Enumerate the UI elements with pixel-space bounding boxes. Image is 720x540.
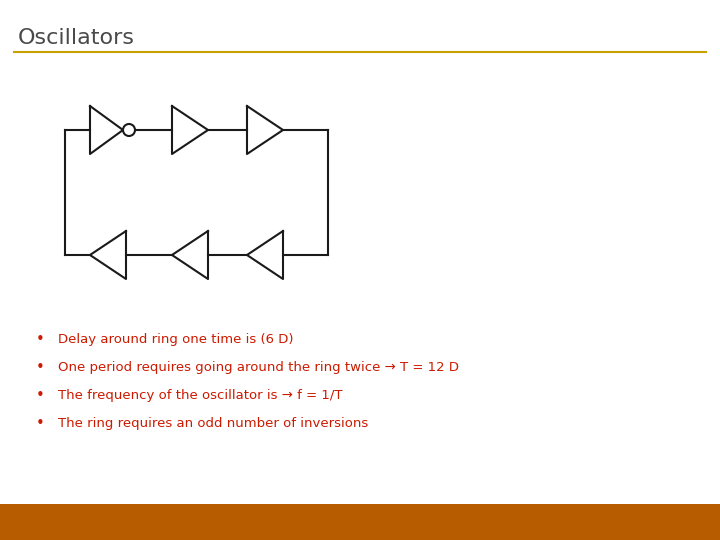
Text: Oscillators: Oscillators (18, 28, 135, 48)
Text: One period requires going around the ring twice → T = 12 D: One period requires going around the rin… (58, 361, 459, 375)
Text: •: • (35, 333, 45, 348)
Text: •: • (35, 416, 45, 431)
Text: Delay around ring one time is (6 D): Delay around ring one time is (6 D) (58, 334, 294, 347)
Text: •: • (35, 388, 45, 403)
Bar (0, 504, 720, 540)
Circle shape (123, 124, 135, 136)
Text: The frequency of the oscillator is → f = 1/T: The frequency of the oscillator is → f =… (58, 389, 343, 402)
Text: •: • (35, 361, 45, 375)
Text: The ring requires an odd number of inversions: The ring requires an odd number of inver… (58, 417, 368, 430)
